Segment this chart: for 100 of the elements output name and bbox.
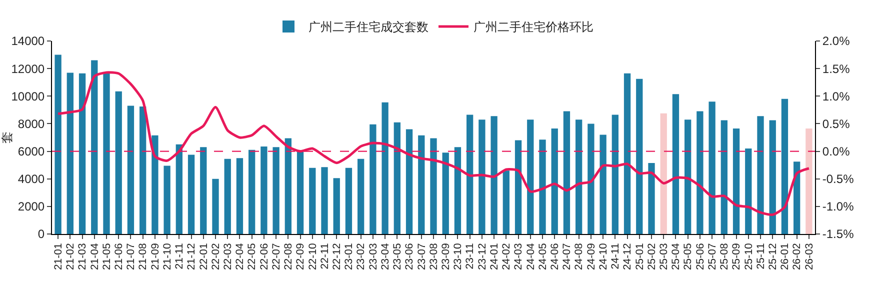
y2-tick-label: -1.0% [822,200,854,214]
bar [757,116,764,234]
y-tick-label: 12000 [11,62,45,76]
x-tick-label: 23-04 [379,243,392,270]
x-tick-label: 25-12 [767,243,780,270]
x-tick-label: 21-08 [137,243,150,270]
x-tick-label: 21-04 [88,243,101,270]
bar [527,120,534,234]
bar [188,154,195,234]
x-tick-label: 23-03 [367,243,380,270]
bar [358,158,364,234]
bar [176,144,182,234]
y2-tick-label: 1.5% [822,62,850,76]
bar [720,120,728,234]
bar [260,146,268,234]
y-tick-label: 0 [38,227,45,242]
x-tick-label: 22-01 [198,243,210,270]
bar [551,128,558,234]
bar [370,124,376,234]
x-tick-label: 23-05 [392,243,404,270]
y2-tick-label: -0.5% [822,172,854,186]
x-tick-label: 22-09 [294,243,307,270]
bar [248,150,256,234]
legend-label: 广州二手住宅价格环比 [474,20,594,34]
bar [806,128,812,234]
x-tick-label: 22-03 [222,243,234,270]
x-tick-label: 22-06 [258,243,270,270]
x-tick-label: 24-06 [549,243,562,270]
bar [140,106,146,234]
x-tick-label: 23-11 [464,243,476,270]
bar [624,73,631,234]
y-tick-label: 14000 [11,34,45,48]
x-tick-label: 22-12 [331,243,344,270]
bar [430,138,437,234]
bar [115,91,122,234]
x-tick-label: 25-03 [658,243,670,270]
bar [576,120,582,234]
bar [382,102,388,234]
y-axis-title: 套 [0,132,14,144]
x-tick-label: 25-05 [682,243,694,270]
y2-tick-label: 2.0% [822,34,850,48]
bar [636,78,643,234]
x-tick-label: 25-09 [730,243,743,270]
bar [164,166,170,234]
x-tick-label: 25-04 [670,243,682,270]
bar [794,162,800,234]
bar [781,98,788,234]
x-tick-label: 25-08 [718,243,731,270]
bar [732,128,740,234]
bar [660,113,667,234]
x-tick-label: 21-11 [174,243,186,270]
bar [466,114,474,234]
x-tick-label: 23-06 [404,243,416,270]
x-tick-label: 24-11 [610,243,622,270]
bar [296,152,304,234]
x-tick-label: 22-08 [282,243,295,270]
x-tick-label: 22-05 [246,243,258,270]
x-tick-label: 24-03 [512,243,525,270]
y2-tick-label: 0.0% [822,144,850,158]
x-tick-label: 23-07 [416,243,428,270]
bar [600,134,606,234]
y2-tick-label: -1.5% [822,227,854,242]
x-tick-label: 24-05 [536,243,549,270]
y-tick-label: 2000 [18,200,45,214]
bar [103,72,110,234]
x-tick-label: 25-02 [646,243,658,270]
bar [696,111,704,234]
bar [333,178,340,234]
x-tick-label: 21-07 [125,243,138,270]
bar [91,60,98,234]
x-tick-label: 25-07 [706,243,718,270]
x-tick-label: 25-11 [754,243,767,270]
x-tick-label: 22-11 [318,243,331,270]
x-tick-label: 21-12 [186,243,198,270]
bar [54,54,62,234]
bar [272,147,280,234]
y-tick-label: 6000 [18,144,45,158]
x-tick-label: 24-04 [524,243,537,270]
bar [708,102,716,234]
bar [769,120,776,234]
bar [490,116,498,234]
bar [745,148,752,234]
bar [648,163,655,234]
bar [672,94,680,234]
bar [418,135,425,234]
x-tick-label: 21-09 [149,243,162,270]
x-tick-label: 25-06 [694,243,706,270]
bar [66,72,74,234]
x-tick-label: 26-01 [779,243,792,270]
x-tick-label: 21-05 [100,243,113,270]
bar [345,168,352,234]
x-tick-label: 24-10 [597,243,610,270]
bar [502,170,510,234]
y-tick-label: 4000 [18,172,45,186]
x-tick-label: 22-04 [234,243,246,270]
x-tick-label: 25-10 [742,243,755,270]
x-tick-label: 23-09 [440,243,452,270]
x-tick-label: 23-08 [428,243,440,270]
bar [127,106,134,234]
bar [309,168,316,234]
